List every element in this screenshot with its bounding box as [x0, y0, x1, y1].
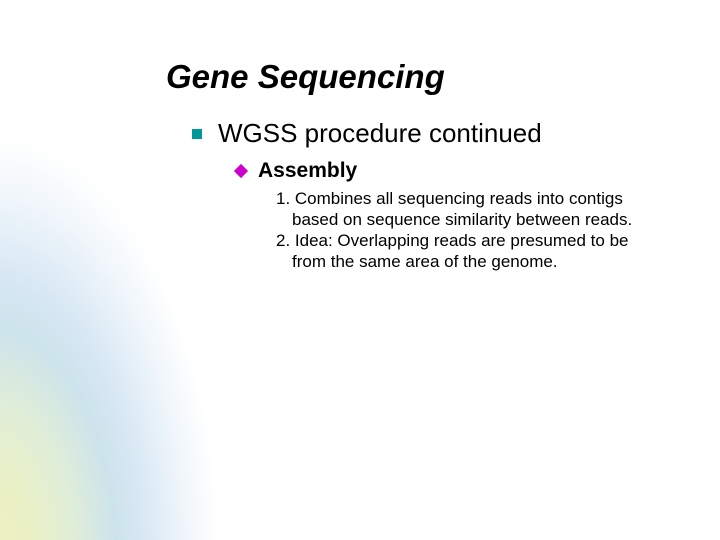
slide-title: Gene Sequencing — [166, 58, 686, 96]
square-bullet-icon — [192, 129, 202, 139]
bullet-level2: Assembly — [236, 159, 686, 183]
diamond-bullet-icon — [234, 164, 248, 178]
bullet-level1: WGSS procedure continued — [192, 118, 686, 149]
numbered-item-1: 1. Combines all sequencing reads into co… — [262, 189, 662, 230]
numbered-item-2: 2. Idea: Overlapping reads are presumed … — [262, 231, 662, 272]
numbered-list: 1. Combines all sequencing reads into co… — [262, 189, 662, 273]
level1-text: WGSS procedure continued — [218, 118, 542, 149]
level2-text: Assembly — [258, 159, 357, 183]
slide-content: Gene Sequencing WGSS procedure continued… — [166, 58, 686, 274]
